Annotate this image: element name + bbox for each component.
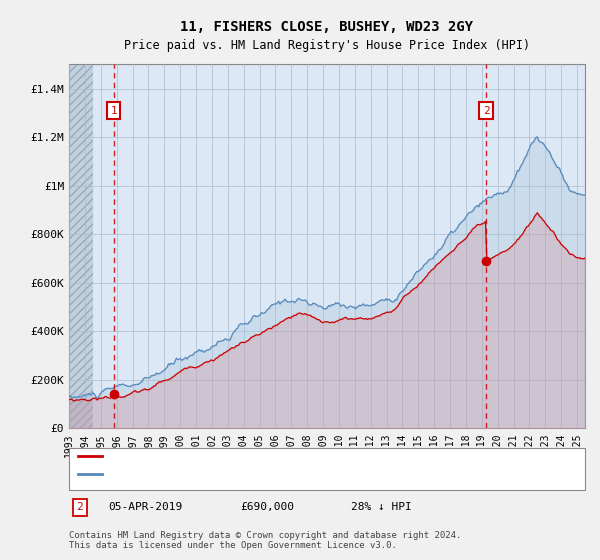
Text: Contains HM Land Registry data © Crown copyright and database right 2024.
This d: Contains HM Land Registry data © Crown c… — [69, 530, 461, 550]
Text: 11, FISHERS CLOSE, BUSHEY, WD23 2GY: 11, FISHERS CLOSE, BUSHEY, WD23 2GY — [181, 20, 473, 34]
Text: 2: 2 — [76, 502, 83, 512]
Text: 1: 1 — [110, 105, 117, 115]
Text: 11, FISHERS CLOSE, BUSHEY, WD23 2GY (detached house): 11, FISHERS CLOSE, BUSHEY, WD23 2GY (det… — [108, 451, 433, 461]
Text: 2: 2 — [483, 105, 490, 115]
Text: £690,000: £690,000 — [240, 502, 294, 512]
Text: £142,000: £142,000 — [240, 475, 294, 486]
Bar — [69, 64, 93, 428]
Text: HPI: Average price, detached house, Hertsmere: HPI: Average price, detached house, Hert… — [108, 469, 389, 479]
Text: 19% ↓ HPI: 19% ↓ HPI — [351, 475, 412, 486]
Text: 28% ↓ HPI: 28% ↓ HPI — [351, 502, 412, 512]
Text: 27-OCT-1995: 27-OCT-1995 — [108, 475, 182, 486]
Text: 1: 1 — [76, 475, 83, 486]
Text: Price paid vs. HM Land Registry's House Price Index (HPI): Price paid vs. HM Land Registry's House … — [124, 39, 530, 52]
Text: 05-APR-2019: 05-APR-2019 — [108, 502, 182, 512]
